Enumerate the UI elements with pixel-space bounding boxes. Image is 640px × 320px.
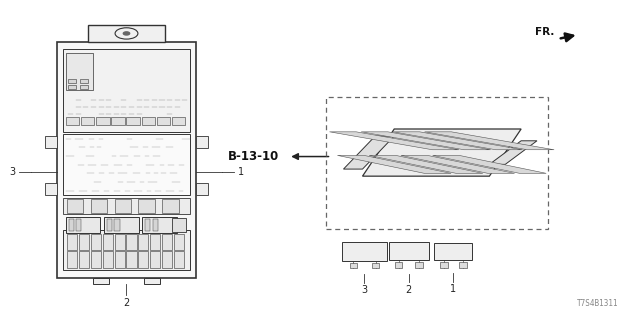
Bar [434, 243, 472, 260]
Bar [150, 234, 161, 251]
Text: B-13-10: B-13-10 [227, 150, 279, 163]
Bar [66, 117, 79, 125]
Polygon shape [362, 129, 521, 176]
Bar [79, 234, 89, 251]
Bar [163, 199, 179, 213]
Polygon shape [344, 136, 394, 169]
Bar [196, 136, 208, 148]
Bar [388, 242, 429, 260]
Bar [93, 278, 109, 284]
Bar [395, 262, 403, 268]
Bar [115, 234, 125, 251]
Bar [142, 217, 177, 233]
Polygon shape [337, 156, 451, 173]
Bar [196, 183, 208, 196]
Bar [107, 220, 112, 231]
Bar [104, 217, 138, 233]
Text: 3: 3 [362, 285, 367, 295]
Bar [115, 220, 120, 231]
Bar [163, 234, 172, 251]
Text: 2: 2 [124, 298, 130, 308]
Text: 1: 1 [450, 284, 456, 294]
Bar [115, 199, 131, 213]
Bar [97, 117, 109, 125]
Polygon shape [393, 132, 522, 150]
Bar [440, 262, 447, 268]
Bar [67, 199, 83, 213]
Bar [415, 262, 423, 268]
Bar [152, 220, 157, 231]
Polygon shape [490, 141, 537, 164]
Bar [138, 234, 148, 251]
Bar [79, 79, 88, 83]
Bar [172, 117, 185, 125]
Bar [88, 25, 165, 42]
Bar [68, 220, 74, 231]
Bar [79, 85, 88, 89]
Bar [68, 85, 76, 89]
Text: T7S4B1311: T7S4B1311 [577, 299, 618, 308]
Bar [372, 263, 380, 268]
Bar [63, 230, 190, 270]
Bar [63, 134, 190, 196]
Text: 2: 2 [406, 284, 412, 294]
Bar [145, 220, 150, 231]
Bar [163, 252, 172, 268]
Text: 1: 1 [237, 167, 244, 177]
Bar [102, 234, 113, 251]
Bar [174, 252, 184, 268]
Text: FR.: FR. [536, 28, 555, 37]
Bar [68, 79, 76, 83]
Bar [63, 198, 190, 214]
Bar [459, 262, 467, 268]
Polygon shape [330, 132, 459, 150]
Bar [66, 217, 100, 233]
Bar [76, 220, 81, 231]
Bar [91, 199, 107, 213]
Bar [138, 199, 155, 213]
Bar [111, 117, 125, 125]
Bar [342, 242, 387, 260]
Bar [127, 117, 140, 125]
Bar [91, 252, 100, 268]
Bar [45, 136, 57, 148]
Polygon shape [425, 132, 554, 150]
Bar [150, 252, 161, 268]
Polygon shape [361, 132, 491, 150]
Circle shape [124, 32, 130, 35]
Bar [67, 234, 77, 251]
Polygon shape [369, 156, 483, 173]
Bar [79, 252, 89, 268]
Bar [67, 252, 77, 268]
Text: 3: 3 [10, 167, 15, 177]
Bar [57, 42, 196, 278]
Bar [174, 234, 184, 251]
Bar [349, 263, 357, 268]
Bar [141, 117, 155, 125]
Polygon shape [401, 156, 515, 173]
Bar [91, 234, 100, 251]
Bar [127, 234, 136, 251]
Bar [326, 97, 548, 229]
Bar [127, 252, 136, 268]
Bar [63, 49, 190, 132]
Bar [115, 252, 125, 268]
Bar [144, 278, 160, 284]
Polygon shape [433, 156, 546, 173]
Bar [81, 117, 95, 125]
Bar [102, 252, 113, 268]
Bar [138, 252, 148, 268]
Bar [45, 183, 57, 196]
Bar [66, 53, 93, 91]
Bar [157, 117, 170, 125]
Bar [172, 218, 186, 232]
